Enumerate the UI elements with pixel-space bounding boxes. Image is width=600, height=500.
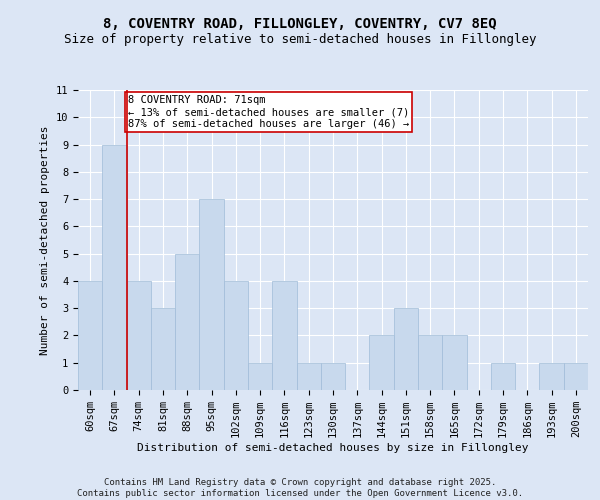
Bar [370, 336, 394, 390]
Bar [151, 308, 175, 390]
Bar [78, 281, 102, 390]
Bar [321, 362, 345, 390]
Text: Size of property relative to semi-detached houses in Fillongley: Size of property relative to semi-detach… [64, 32, 536, 46]
Bar [539, 362, 564, 390]
X-axis label: Distribution of semi-detached houses by size in Fillongley: Distribution of semi-detached houses by … [137, 443, 529, 453]
Bar [102, 144, 127, 390]
Bar [442, 336, 467, 390]
Bar [272, 281, 296, 390]
Text: 8 COVENTRY ROAD: 71sqm
← 13% of semi-detached houses are smaller (7)
87% of semi: 8 COVENTRY ROAD: 71sqm ← 13% of semi-det… [128, 96, 409, 128]
Bar [296, 362, 321, 390]
Bar [199, 199, 224, 390]
Bar [394, 308, 418, 390]
Text: 8, COVENTRY ROAD, FILLONGLEY, COVENTRY, CV7 8EQ: 8, COVENTRY ROAD, FILLONGLEY, COVENTRY, … [103, 18, 497, 32]
Bar [491, 362, 515, 390]
Bar [224, 281, 248, 390]
Y-axis label: Number of semi-detached properties: Number of semi-detached properties [40, 125, 50, 355]
Bar [418, 336, 442, 390]
Bar [248, 362, 272, 390]
Bar [127, 281, 151, 390]
Bar [175, 254, 199, 390]
Text: Contains HM Land Registry data © Crown copyright and database right 2025.
Contai: Contains HM Land Registry data © Crown c… [77, 478, 523, 498]
Bar [564, 362, 588, 390]
